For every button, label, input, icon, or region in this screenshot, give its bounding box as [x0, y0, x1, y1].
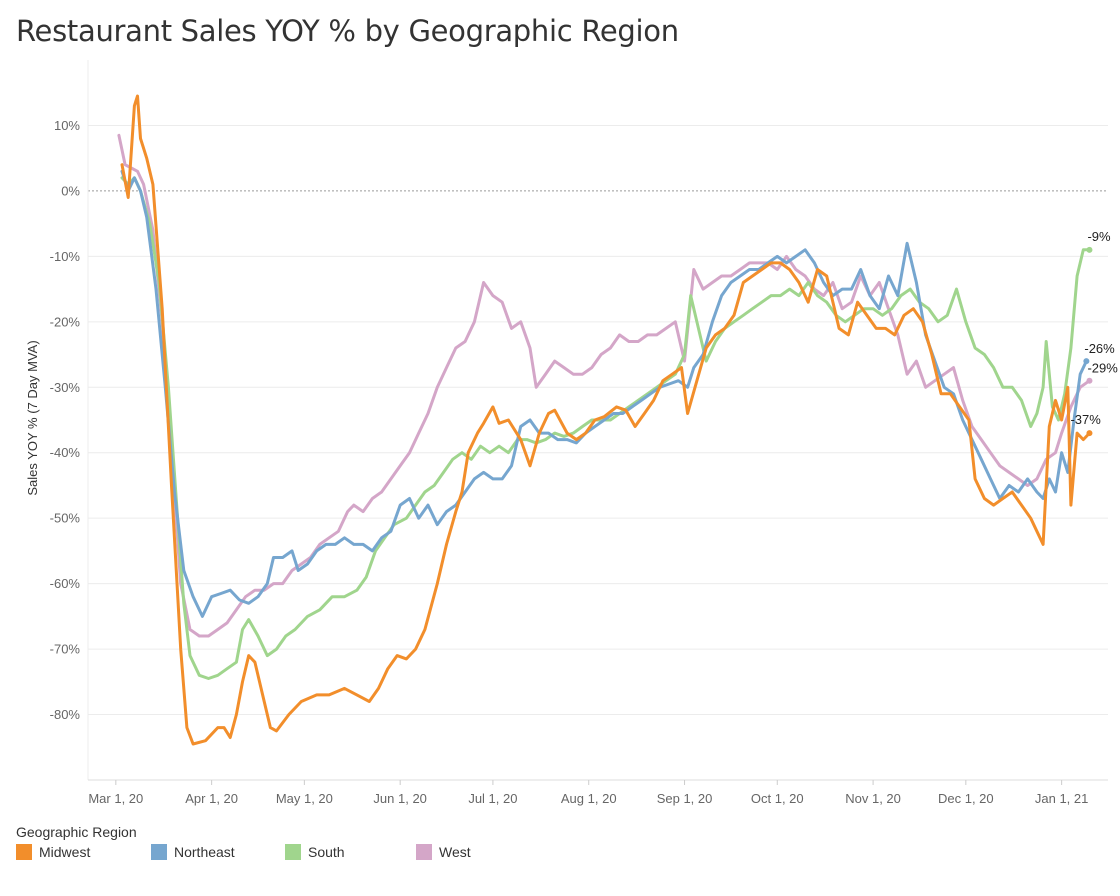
x-tick-label: Jun 1, 20 [373, 791, 427, 806]
y-tick-label: -20% [50, 314, 81, 329]
legend-item-midwest[interactable]: Midwest [16, 844, 90, 860]
series-endpoint-northeast [1083, 358, 1090, 365]
legend-swatch [285, 844, 301, 860]
legend-label: Midwest [39, 844, 91, 860]
line-chart: 10% 0% -10% -20% -30% -40% -50% -60% -70% -80% Mar… [25, 60, 1118, 806]
y-tick-label: -80% [50, 707, 81, 722]
legend-label: Northeast [174, 844, 235, 860]
end-label-northeast: -26% [1084, 341, 1115, 356]
y-tick-label: 10% [54, 118, 80, 133]
chart-title: Restaurant Sales YOY % by Geographic Reg… [16, 14, 679, 48]
y-tick-label: -10% [50, 249, 81, 264]
x-tick-label: Mar 1, 20 [88, 791, 143, 806]
legend-item-south[interactable]: South [285, 844, 345, 860]
x-tick-label: Oct 1, 20 [751, 791, 804, 806]
series-endpoint-midwest [1086, 430, 1093, 437]
end-label-west: -29% [1087, 361, 1118, 376]
x-tick-label: Aug 1, 20 [561, 791, 617, 806]
x-tick-label: Sep 1, 20 [657, 791, 713, 806]
legend-swatch [416, 844, 432, 860]
end-labels: -37% -26% -9% -29% [1070, 229, 1118, 427]
y-axis-label: Sales YOY % (7 Day MVA) [25, 340, 40, 495]
legend: Geographic Region Midwest Northeast South W… [16, 824, 716, 864]
series-line-west [117, 133, 1091, 638]
x-tick-label: Nov 1, 20 [845, 791, 901, 806]
y-tick-label: -50% [50, 511, 81, 526]
y-tick-label: 0% [61, 183, 80, 198]
legend-item-northeast[interactable]: Northeast [151, 844, 235, 860]
x-tick-label: Dec 1, 20 [938, 791, 994, 806]
legend-label: South [308, 844, 345, 860]
y-tick-label: -40% [50, 445, 81, 460]
legend-label: West [439, 844, 471, 860]
legend-swatch [16, 844, 32, 860]
y-tick-label: -70% [50, 642, 81, 657]
series-line-south [120, 176, 1091, 680]
legend-item-west[interactable]: West [416, 844, 471, 860]
series-line-midwest [120, 94, 1091, 746]
end-label-south: -9% [1087, 229, 1111, 244]
legend-items: Midwest Northeast South West [16, 844, 716, 864]
series-endpoint-west [1086, 377, 1093, 384]
series-endpoint-south [1086, 246, 1093, 253]
legend-title: Geographic Region [16, 824, 137, 840]
gridlines [88, 124, 1108, 716]
x-tick-label: Jul 1, 20 [468, 791, 517, 806]
x-tick-label: Apr 1, 20 [185, 791, 238, 806]
axes: 10% 0% -10% -20% -30% -40% -50% -60% -70% -80% Mar… [50, 60, 1108, 806]
series-line-northeast [120, 169, 1088, 618]
x-tick-label: May 1, 20 [276, 791, 333, 806]
series-lines [117, 94, 1093, 746]
x-tick-label: Jan 1, 21 [1035, 791, 1089, 806]
legend-swatch [151, 844, 167, 860]
y-tick-label: -60% [50, 576, 81, 591]
y-tick-label: -30% [50, 380, 81, 395]
end-label-midwest: -37% [1070, 412, 1101, 427]
